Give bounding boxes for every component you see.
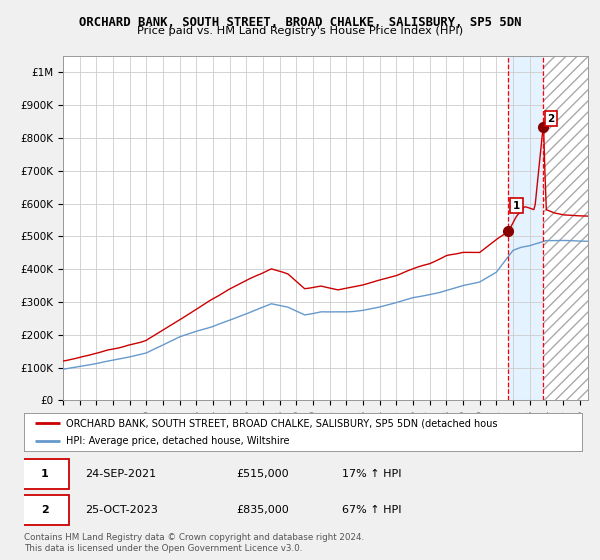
Text: 24-SEP-2021: 24-SEP-2021 xyxy=(85,469,157,479)
Text: Contains HM Land Registry data © Crown copyright and database right 2024.: Contains HM Land Registry data © Crown c… xyxy=(24,533,364,542)
Text: £835,000: £835,000 xyxy=(236,505,289,515)
Text: 1: 1 xyxy=(512,200,520,211)
FancyBboxPatch shape xyxy=(21,459,68,489)
Text: 67% ↑ HPI: 67% ↑ HPI xyxy=(342,505,401,515)
Bar xyxy=(508,56,543,400)
Text: 17% ↑ HPI: 17% ↑ HPI xyxy=(342,469,401,479)
Text: HPI: Average price, detached house, Wiltshire: HPI: Average price, detached house, Wilt… xyxy=(66,436,289,446)
Text: £515,000: £515,000 xyxy=(236,469,289,479)
Text: Price paid vs. HM Land Registry's House Price Index (HPI): Price paid vs. HM Land Registry's House … xyxy=(137,26,463,36)
Text: 25-OCT-2023: 25-OCT-2023 xyxy=(85,505,158,515)
Text: 2: 2 xyxy=(547,114,554,124)
Text: This data is licensed under the Open Government Licence v3.0.: This data is licensed under the Open Gov… xyxy=(24,544,302,553)
FancyBboxPatch shape xyxy=(21,495,68,525)
Text: 1: 1 xyxy=(41,469,49,479)
Text: ORCHARD BANK, SOUTH STREET, BROAD CHALKE, SALISBURY, SP5 5DN (detached hous: ORCHARD BANK, SOUTH STREET, BROAD CHALKE… xyxy=(66,418,497,428)
Bar xyxy=(543,56,588,400)
Text: ORCHARD BANK, SOUTH STREET, BROAD CHALKE, SALISBURY, SP5 5DN: ORCHARD BANK, SOUTH STREET, BROAD CHALKE… xyxy=(79,16,521,29)
Text: 2: 2 xyxy=(41,505,49,515)
